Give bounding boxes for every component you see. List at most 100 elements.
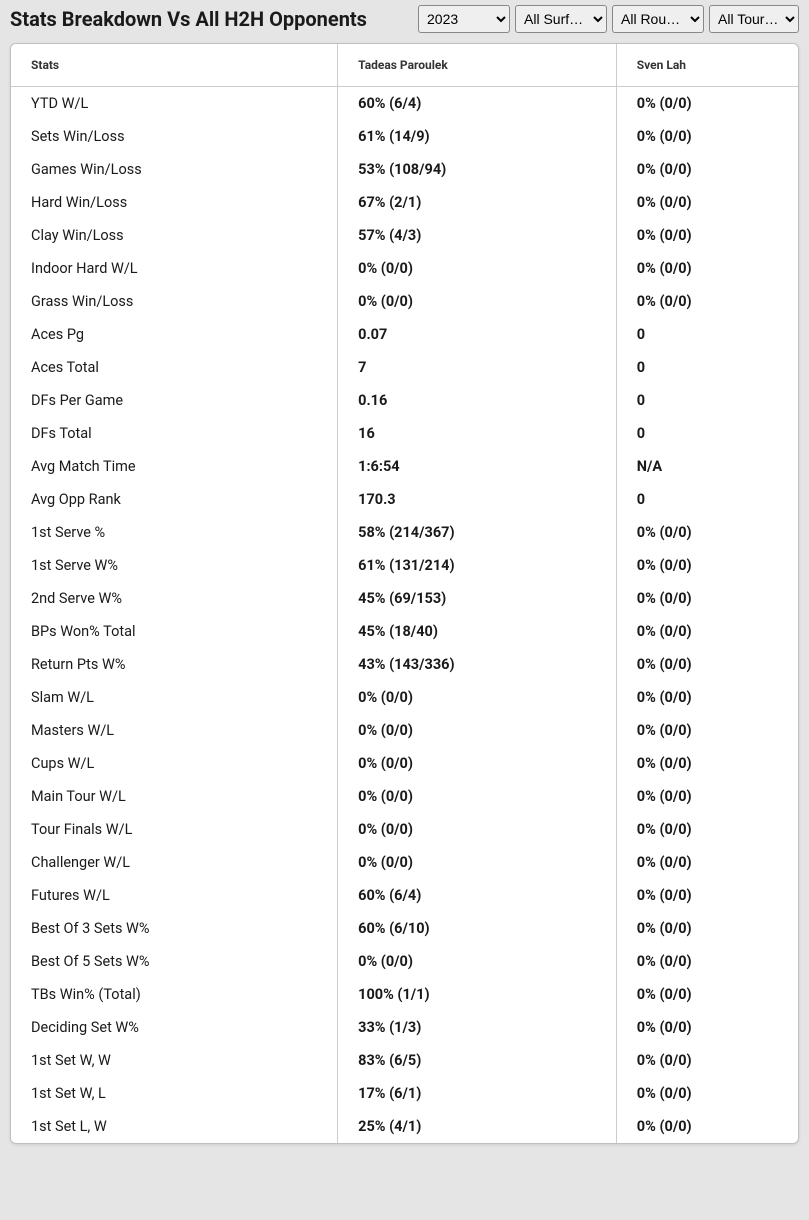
player1-value: 25% (4/1) (338, 1110, 617, 1143)
player1-value: 57% (4/3) (338, 219, 617, 252)
surface-select[interactable]: All Surf… (515, 5, 607, 33)
player1-value: 0.16 (338, 384, 617, 417)
player2-value: 0% (0/0) (616, 186, 798, 219)
table-row: Deciding Set W%33% (1/3)0% (0/0) (11, 1011, 798, 1044)
player1-value: 67% (2/1) (338, 186, 617, 219)
player1-value: 0% (0/0) (338, 747, 617, 780)
stat-label: YTD W/L (11, 87, 338, 121)
player1-value: 0% (0/0) (338, 714, 617, 747)
player1-value: 0% (0/0) (338, 285, 617, 318)
table-row: Aces Total70 (11, 351, 798, 384)
stat-label: Challenger W/L (11, 846, 338, 879)
player2-value: N/A (616, 450, 798, 483)
stat-label: Best Of 3 Sets W% (11, 912, 338, 945)
player2-value: 0 (616, 351, 798, 384)
stat-label: 1st Serve W% (11, 549, 338, 582)
stat-label: Tour Finals W/L (11, 813, 338, 846)
tour-select[interactable]: All Tour… (709, 5, 799, 33)
player2-value: 0% (0/0) (616, 681, 798, 714)
player1-value: 60% (6/10) (338, 912, 617, 945)
player1-value: 7 (338, 351, 617, 384)
player2-value: 0% (0/0) (616, 780, 798, 813)
player2-value: 0% (0/0) (616, 153, 798, 186)
table-row: Games Win/Loss53% (108/94)0% (0/0) (11, 153, 798, 186)
player2-value: 0 (616, 384, 798, 417)
player2-value: 0% (0/0) (616, 1044, 798, 1077)
stat-label: Masters W/L (11, 714, 338, 747)
player1-value: 0% (0/0) (338, 846, 617, 879)
stat-label: 1st Set W, W (11, 1044, 338, 1077)
table-row: 1st Serve %58% (214/367)0% (0/0) (11, 516, 798, 549)
table-row: Tour Finals W/L0% (0/0)0% (0/0) (11, 813, 798, 846)
table-row: Best Of 3 Sets W%60% (6/10)0% (0/0) (11, 912, 798, 945)
table-row: Masters W/L0% (0/0)0% (0/0) (11, 714, 798, 747)
player2-value: 0% (0/0) (616, 549, 798, 582)
table-row: 1st Set W, L17% (6/1)0% (0/0) (11, 1077, 798, 1110)
table-row: Best Of 5 Sets W%0% (0/0)0% (0/0) (11, 945, 798, 978)
player1-value: 60% (6/4) (338, 87, 617, 121)
table-row: Avg Opp Rank170.30 (11, 483, 798, 516)
player2-value: 0% (0/0) (616, 747, 798, 780)
player2-value: 0% (0/0) (616, 912, 798, 945)
player1-value: 0% (0/0) (338, 252, 617, 285)
player1-value: 61% (14/9) (338, 120, 617, 153)
player2-value: 0 (616, 318, 798, 351)
player2-value: 0% (0/0) (616, 1110, 798, 1143)
filter-group: 2023 All Surf… All Rou… All Tour… (418, 5, 799, 33)
table-row: Clay Win/Loss57% (4/3)0% (0/0) (11, 219, 798, 252)
player2-value: 0% (0/0) (616, 615, 798, 648)
player2-value: 0% (0/0) (616, 1077, 798, 1110)
table-row: DFs Total160 (11, 417, 798, 450)
player2-value: 0% (0/0) (616, 879, 798, 912)
player1-value: 1:6:54 (338, 450, 617, 483)
table-row: Hard Win/Loss67% (2/1)0% (0/0) (11, 186, 798, 219)
stat-label: Cups W/L (11, 747, 338, 780)
player1-value: 45% (18/40) (338, 615, 617, 648)
player2-value: 0% (0/0) (616, 219, 798, 252)
table-row: 1st Serve W%61% (131/214)0% (0/0) (11, 549, 798, 582)
table-row: Futures W/L60% (6/4)0% (0/0) (11, 879, 798, 912)
col-stats: Stats (11, 44, 338, 87)
player1-value: 0.07 (338, 318, 617, 351)
col-player2: Sven Lah (616, 44, 798, 87)
table-row: 1st Set W, W83% (6/5)0% (0/0) (11, 1044, 798, 1077)
player2-value: 0% (0/0) (616, 945, 798, 978)
table-row: BPs Won% Total45% (18/40)0% (0/0) (11, 615, 798, 648)
stat-label: Sets Win/Loss (11, 120, 338, 153)
stat-label: Grass Win/Loss (11, 285, 338, 318)
table-row: Cups W/L0% (0/0)0% (0/0) (11, 747, 798, 780)
stat-label: Clay Win/Loss (11, 219, 338, 252)
player2-value: 0% (0/0) (616, 1011, 798, 1044)
stat-label: Games Win/Loss (11, 153, 338, 186)
player1-value: 43% (143/336) (338, 648, 617, 681)
table-row: DFs Per Game0.160 (11, 384, 798, 417)
round-select[interactable]: All Rou… (612, 5, 704, 33)
stat-label: 1st Set W, L (11, 1077, 338, 1110)
header-bar: Stats Breakdown Vs All H2H Opponents 202… (0, 0, 809, 38)
stat-label: BPs Won% Total (11, 615, 338, 648)
player2-value: 0% (0/0) (616, 87, 798, 121)
player2-value: 0% (0/0) (616, 516, 798, 549)
player2-value: 0% (0/0) (616, 285, 798, 318)
table-row: Challenger W/L0% (0/0)0% (0/0) (11, 846, 798, 879)
player2-value: 0% (0/0) (616, 813, 798, 846)
player2-value: 0% (0/0) (616, 120, 798, 153)
player2-value: 0 (616, 417, 798, 450)
table-row: Main Tour W/L0% (0/0)0% (0/0) (11, 780, 798, 813)
player1-value: 61% (131/214) (338, 549, 617, 582)
stat-label: Main Tour W/L (11, 780, 338, 813)
table-row: Aces Pg0.070 (11, 318, 798, 351)
player1-value: 58% (214/367) (338, 516, 617, 549)
year-select[interactable]: 2023 (418, 5, 510, 33)
player1-value: 45% (69/153) (338, 582, 617, 615)
table-row: 1st Set L, W25% (4/1)0% (0/0) (11, 1110, 798, 1143)
table-row: Sets Win/Loss61% (14/9)0% (0/0) (11, 120, 798, 153)
stat-label: Hard Win/Loss (11, 186, 338, 219)
player1-value: 83% (6/5) (338, 1044, 617, 1077)
stat-label: Return Pts W% (11, 648, 338, 681)
table-row: Grass Win/Loss0% (0/0)0% (0/0) (11, 285, 798, 318)
player1-value: 33% (1/3) (338, 1011, 617, 1044)
table-row: Slam W/L0% (0/0)0% (0/0) (11, 681, 798, 714)
table-row: YTD W/L60% (6/4)0% (0/0) (11, 87, 798, 121)
stat-label: Best Of 5 Sets W% (11, 945, 338, 978)
